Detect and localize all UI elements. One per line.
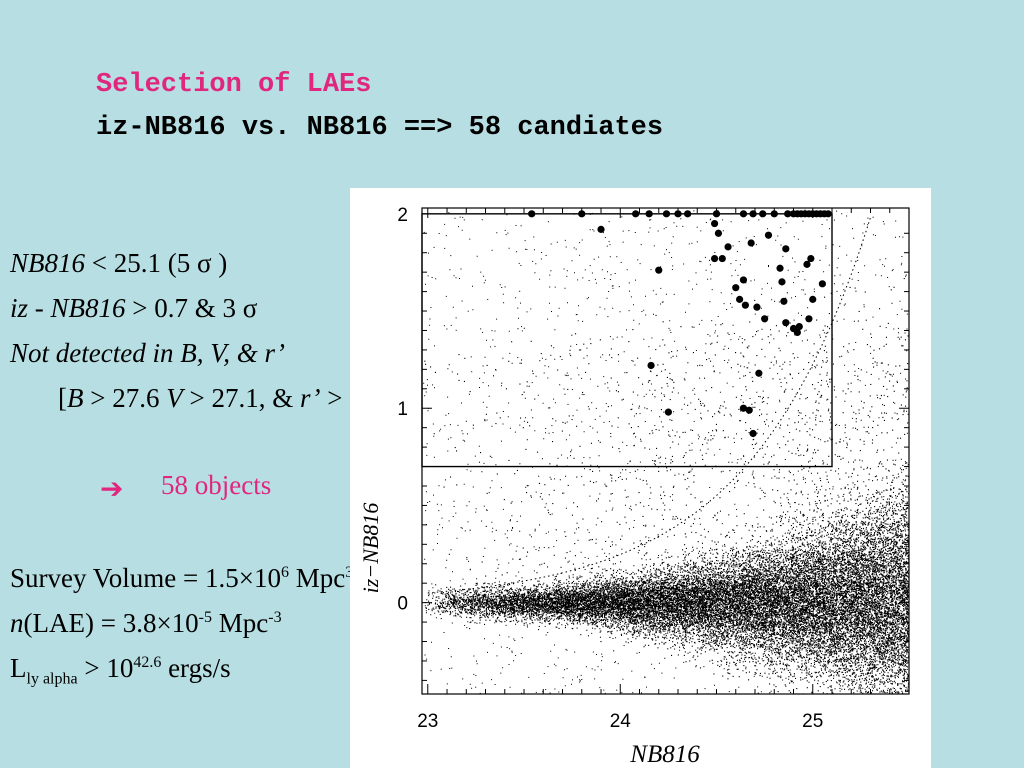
- candidate-point: [782, 245, 790, 253]
- candidate-point: [684, 210, 692, 218]
- candidate-point: [736, 295, 744, 303]
- candidate-point: [632, 210, 640, 218]
- y-tick-label: 0: [397, 594, 408, 615]
- candidate-point: [578, 210, 586, 218]
- candidate-point: [809, 295, 817, 303]
- candidate-point: [662, 210, 671, 218]
- candidate-point: [745, 406, 753, 414]
- candidate-point: [795, 322, 803, 331]
- candidate-point: [645, 210, 653, 218]
- lae-density-exp: -5: [198, 609, 212, 626]
- candidate-point: [739, 404, 748, 412]
- lae-density-unit: Mpc: [212, 608, 269, 638]
- lae-density: n(LAE) = 3.8×10-5 Mpc-3: [10, 608, 282, 639]
- candidate-point: [718, 254, 726, 263]
- candidate-point: [753, 303, 761, 311]
- candidate-point: [749, 210, 757, 218]
- candidate-point: [818, 280, 826, 288]
- survey-volume-unit-exp: 3: [345, 564, 353, 581]
- candidate-point: [597, 225, 605, 233]
- plot-frame: [421, 207, 910, 695]
- candidate-point: [712, 210, 721, 218]
- criterion-limits-vval: > 27.1, &: [182, 383, 300, 413]
- field-stars: [423, 209, 909, 694]
- y-tick-label: 1: [397, 399, 408, 420]
- criterion-limits-v: V: [166, 383, 183, 413]
- criterion-nb816: NB816 < 25.1 (5 σ ): [10, 248, 227, 279]
- criterion-nb816-var: NB816: [10, 248, 86, 278]
- criterion-nb816-rest: < 25.1 (5 σ ): [85, 248, 228, 278]
- candidate-point: [805, 315, 813, 323]
- candidate-point: [759, 210, 767, 218]
- candidate-point: [655, 266, 663, 274]
- criterion-limits-b: B: [67, 383, 84, 413]
- criterion-limits-r: r’: [299, 383, 321, 413]
- survey-volume-prefix: Survey Volume = 1.5×10: [10, 563, 281, 593]
- lae-density-unit-exp: -3: [268, 609, 282, 626]
- y-axis-label: iz−NB816: [358, 503, 383, 594]
- tick-marks: [422, 208, 909, 694]
- lum-suffix: ergs/s: [161, 653, 231, 683]
- candidate-point: [824, 210, 832, 218]
- criterion-limits-open: [: [58, 383, 67, 413]
- candidate-point: [741, 301, 749, 309]
- lae-density-mid: (LAE) = 3.8×10: [23, 608, 199, 638]
- lum-mid: > 10: [77, 653, 134, 683]
- y-tick-label: 2: [397, 205, 408, 226]
- lum-exp: 42.6: [133, 654, 162, 671]
- tick-labels: 23 24 25 0 1 2: [397, 205, 823, 732]
- candidate-point: [807, 254, 815, 263]
- slide-title: Selection of LAEs: [96, 70, 372, 100]
- slide-subtitle: iz-NB816 vs. NB816 ==> 58 candiates: [96, 113, 664, 143]
- candidate-point: [664, 408, 672, 416]
- cut-curve: [427, 217, 871, 594]
- color-magnitude-plot: 23 24 25 0 1 2 NB816 iz−NB816: [350, 188, 931, 768]
- lum-sub: ly alpha: [26, 670, 78, 688]
- selection-box: [421, 213, 833, 468]
- candidate-point: [714, 229, 723, 237]
- candidate-point: [778, 278, 786, 286]
- x-axis-label: NB816: [629, 741, 700, 768]
- candidate-point: [784, 210, 792, 218]
- criterion-color: iz - NB816 > 0.7 & 3 σ: [10, 293, 257, 324]
- candidate-point: [732, 284, 740, 292]
- plot-svg: 23 24 25 0 1 2 NB816 iz−NB816: [358, 205, 910, 768]
- candidate-point: [793, 328, 801, 337]
- candidate-point: [770, 210, 778, 218]
- candidate-point: [782, 319, 790, 327]
- x-tick-label: 23: [417, 711, 438, 732]
- candidate-point: [755, 369, 763, 377]
- criterion-color-var: iz - NB816: [10, 293, 126, 323]
- candidate-point: [764, 231, 773, 239]
- criterion-nondetect: Not detected in B, V, & r’: [10, 338, 285, 368]
- candidate-point: [739, 210, 748, 218]
- candidate-points: [528, 210, 832, 438]
- candidate-point: [528, 210, 536, 218]
- candidate-point: [674, 210, 682, 218]
- candidate-point: [724, 243, 732, 251]
- candidate-point: [710, 254, 719, 263]
- candidate-point: [710, 219, 719, 228]
- survey-volume-exp: 6: [280, 564, 289, 581]
- lae-density-var: n: [10, 608, 24, 638]
- survey-volume-suffix: Mpc: [288, 563, 346, 593]
- arrow-right-icon: ➔: [100, 472, 124, 505]
- candidate-point: [747, 239, 755, 247]
- lum-prefix: L: [10, 653, 27, 683]
- ly-alpha-luminosity: Lly alpha > 1042.6 ergs/s: [10, 653, 231, 688]
- criterion-color-rest: > 0.7 & 3 σ: [125, 293, 258, 323]
- background-stars: [423, 209, 909, 694]
- candidate-point: [803, 260, 811, 268]
- survey-volume: Survey Volume = 1.5×106 Mpc3: [10, 563, 353, 594]
- candidate-point: [749, 429, 757, 438]
- criterion-limits-bval: > 27.6: [83, 383, 167, 413]
- candidate-point: [761, 315, 769, 323]
- x-tick-label: 24: [610, 711, 632, 732]
- result-objects: 58 objects: [161, 470, 272, 500]
- candidate-point: [776, 264, 784, 272]
- candidate-point: [647, 361, 655, 370]
- x-tick-label: 25: [802, 711, 823, 732]
- candidate-point: [739, 276, 748, 284]
- candidate-point: [780, 297, 788, 305]
